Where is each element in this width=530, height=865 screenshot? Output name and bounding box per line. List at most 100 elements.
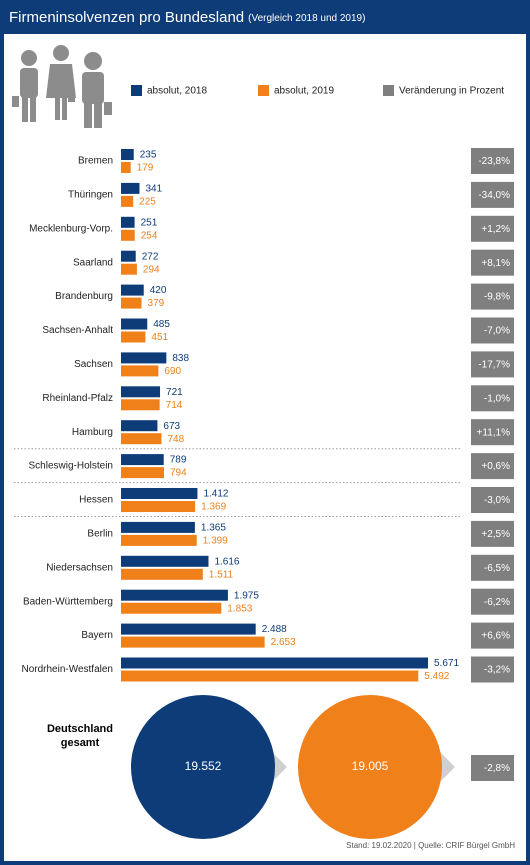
category-label: Thüringen [68,190,113,201]
bar [121,636,265,648]
value-label: 235 [140,150,157,161]
bar [121,229,135,241]
change-label: -6,5% [484,563,510,574]
bar [121,488,198,499]
value-label: 5.671 [434,658,459,669]
value-label: 2.488 [262,624,287,635]
value-label: 1.616 [214,556,239,567]
header [0,0,530,34]
value-label: 420 [150,285,167,296]
bar [121,657,428,669]
category-label: Bayern [81,630,113,641]
bar [121,670,419,682]
legend-swatch [131,85,142,96]
category-label: Baden-Württemberg [23,596,113,607]
value-label: 673 [163,421,180,432]
value-label: 714 [166,400,183,411]
value-label: 1.412 [203,489,228,500]
change-label: -3,0% [484,495,510,506]
change-label: +2,5% [481,529,510,540]
bar [121,568,203,580]
value-label: 251 [141,217,158,228]
bar [121,433,162,445]
change-box [471,249,514,276]
change-box [471,588,514,615]
category-label: Saarland [73,257,113,268]
bar [121,399,160,411]
change-label: +0,6% [481,461,510,472]
category-label: Berlin [87,529,113,540]
change-box [471,385,514,412]
bar [121,318,148,330]
bar [121,501,196,512]
value-label: 341 [145,184,162,195]
change-label: +8,1% [481,258,510,269]
value-label: 294 [143,264,160,275]
bar [121,467,164,479]
category-label: Bremen [78,156,113,167]
source: Stand: 19.02.2020 | Quelle: CRIF Bürgel … [346,841,515,850]
bar [121,589,228,601]
bar [121,365,159,377]
category-label: Brandenburg [55,291,113,302]
value-label: 254 [141,230,158,241]
value-label: 1.399 [203,536,228,547]
value-label: 272 [142,251,159,262]
change-box [471,554,514,581]
change-box [471,755,514,781]
category-label: Niedersachsen [46,562,113,573]
value-label: 2.653 [271,637,296,648]
category-label: Sachsen-Anhalt [42,325,113,336]
bar [121,454,164,466]
change-label: -7,0% [484,326,510,337]
bar [121,331,146,343]
legend-swatch [258,85,269,96]
bar [121,623,256,635]
change-box [471,656,514,683]
people-icon [12,45,112,128]
change-box [471,181,514,208]
bar [121,195,134,207]
change-label: -17,7% [478,360,510,371]
value-label: 485 [153,319,170,330]
category-label: Hamburg [72,427,113,438]
bar [121,420,158,432]
change-box [471,317,514,344]
value-label: 1.511 [209,569,234,580]
change-label: +6,6% [481,631,510,642]
category-label: Rheinland-Pfalz [42,393,113,404]
change-label: -9,8% [484,292,510,303]
change-box [471,453,514,480]
bar [121,534,197,546]
bar [121,386,161,398]
total-value: 19.005 [352,759,389,773]
value-label: 179 [137,163,154,174]
change-label: +11,1% [477,427,511,438]
total-value: 19.552 [185,759,222,773]
legend-label: absolut, 2018 [147,86,207,97]
change-box [471,487,514,513]
value-label: 1.975 [234,590,259,601]
bar [121,555,209,567]
value-label: 1.853 [227,603,252,614]
category-label: Schleswig-Holstein [29,461,113,472]
bar [121,352,167,364]
value-label: 794 [170,468,187,479]
value-label: 379 [148,298,165,309]
bar [121,602,222,614]
change-box [471,351,514,378]
change-box [471,283,514,310]
category-label: Mecklenburg-Vorp. [29,223,113,234]
bar [121,149,134,160]
legend-swatch [383,85,394,96]
change-box [471,622,514,649]
value-label: 838 [172,353,189,364]
bar [121,284,144,296]
value-label: 690 [164,366,181,377]
chart-title: Firmeninsolvenzen pro Bundesland (Verglei… [9,9,365,26]
bar [121,162,131,173]
bar [121,216,135,228]
change-box [471,419,514,446]
